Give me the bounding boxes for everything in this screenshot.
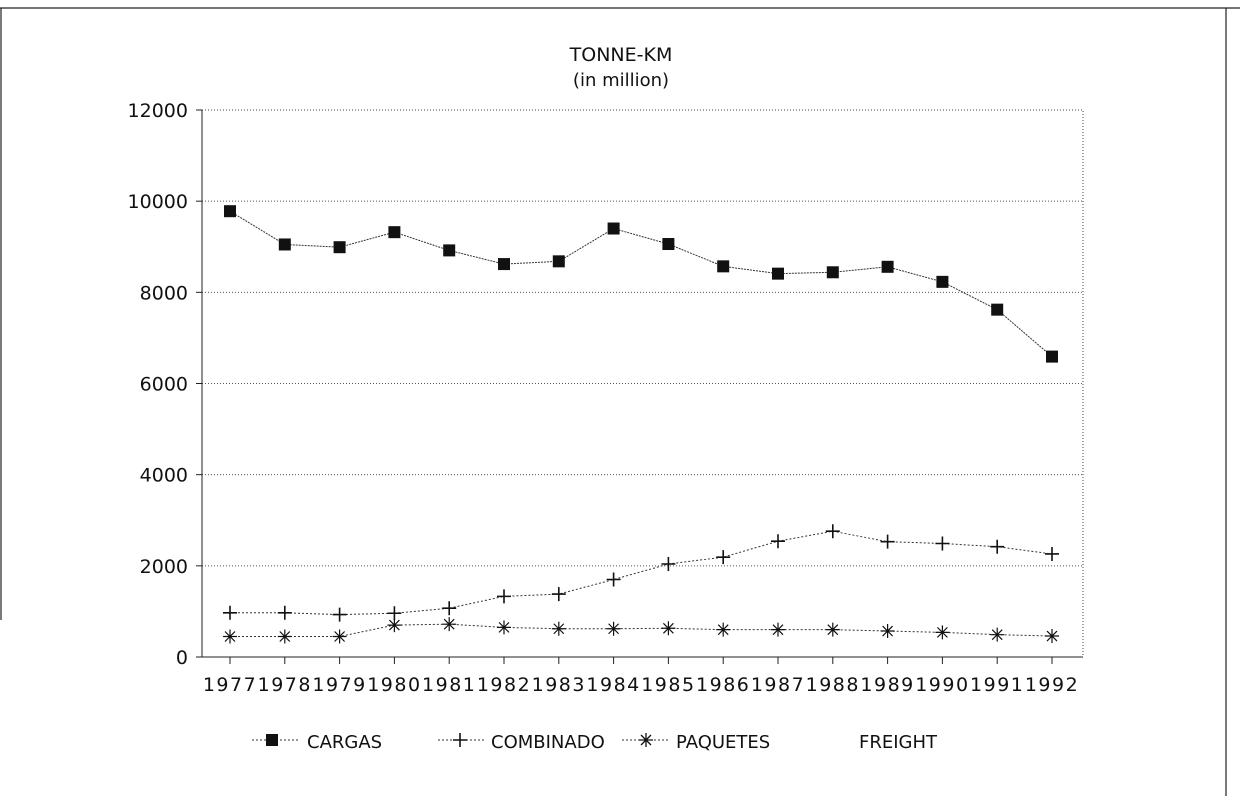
point-paquetes bbox=[990, 627, 1005, 642]
point-cargas bbox=[224, 205, 236, 218]
point-paquetes bbox=[332, 629, 347, 644]
point-cargas bbox=[552, 255, 565, 268]
point-paquetes bbox=[935, 625, 950, 640]
point-cargas bbox=[881, 260, 894, 273]
chart-title: TONNE-KM bbox=[569, 44, 673, 66]
point-paquetes bbox=[497, 620, 511, 635]
point-cargas bbox=[826, 266, 839, 279]
x-tick-label: 1983 bbox=[532, 674, 586, 696]
x-tick-label: 1988 bbox=[806, 674, 860, 696]
grid bbox=[201, 109, 1084, 658]
point-combinado bbox=[387, 606, 402, 621]
point-combinado bbox=[223, 605, 237, 620]
x-tick-label: 1980 bbox=[367, 674, 421, 696]
point-combinado bbox=[277, 605, 292, 620]
point-paquetes bbox=[771, 622, 785, 637]
point-combinado bbox=[825, 524, 840, 539]
x-tick-label: 1977 bbox=[203, 674, 257, 696]
x-tick-label: 1990 bbox=[915, 674, 969, 696]
point-paquetes bbox=[606, 621, 621, 636]
y-tick-label: 12000 bbox=[128, 100, 188, 122]
point-cargas bbox=[772, 267, 784, 280]
point-paquetes bbox=[223, 629, 237, 644]
point-paquetes bbox=[442, 617, 457, 632]
y-tick-label: 10000 bbox=[128, 191, 188, 213]
point-paquetes bbox=[1045, 629, 1059, 644]
x-tick-label: 1978 bbox=[258, 674, 312, 696]
point-cargas bbox=[607, 222, 620, 235]
point-combinado bbox=[606, 572, 621, 587]
point-paquetes bbox=[551, 621, 566, 636]
point-combinado bbox=[442, 601, 457, 616]
y-tick-label: 0 bbox=[176, 647, 188, 669]
x-tick-label: 1982 bbox=[477, 674, 531, 696]
legend: CARGAS COMBINADO PAQUETES FREIGHT bbox=[252, 732, 938, 753]
y-tick-label: 8000 bbox=[140, 282, 188, 304]
y-tick-label: 2000 bbox=[140, 556, 188, 578]
series bbox=[223, 205, 1059, 644]
point-combinado bbox=[497, 589, 511, 604]
point-paquetes bbox=[387, 618, 402, 633]
x-tick-label: 1991 bbox=[970, 674, 1024, 696]
point-combinado bbox=[1045, 546, 1059, 561]
point-combinado bbox=[771, 534, 785, 549]
x-tick-label: 1984 bbox=[586, 674, 640, 696]
point-paquetes bbox=[880, 624, 895, 639]
series-line-paquetes bbox=[230, 623, 1053, 637]
point-cargas bbox=[278, 238, 291, 251]
legend-paquetes-label: PAQUETES bbox=[676, 732, 770, 753]
x-tick-label: 1987 bbox=[751, 674, 805, 696]
x-tick-label: 1981 bbox=[422, 674, 476, 696]
x-tick-label: 1992 bbox=[1025, 674, 1079, 696]
point-paquetes bbox=[716, 622, 731, 637]
point-cargas bbox=[717, 260, 730, 273]
legend-paquetes-asterisk-icon bbox=[639, 733, 653, 747]
x-tick-label: 1985 bbox=[641, 674, 695, 696]
point-cargas bbox=[1046, 350, 1058, 363]
y-tick-label: 4000 bbox=[140, 465, 188, 487]
legend-cargas-label: CARGAS bbox=[307, 732, 382, 753]
point-combinado bbox=[935, 536, 950, 551]
legend-freight-label: FREIGHT bbox=[859, 732, 938, 753]
point-paquetes bbox=[825, 622, 840, 637]
series-line-cargas bbox=[229, 210, 1053, 357]
point-combinado bbox=[332, 607, 347, 622]
point-cargas bbox=[443, 244, 456, 257]
point-combinado bbox=[880, 534, 895, 549]
x-tick-label: 1989 bbox=[860, 674, 914, 696]
point-combinado bbox=[661, 557, 676, 572]
legend-cargas-square-icon bbox=[266, 734, 278, 746]
legend-combinado-label: COMBINADO bbox=[491, 732, 605, 753]
point-cargas bbox=[388, 226, 401, 239]
point-cargas bbox=[662, 238, 675, 251]
y-tick-label: 6000 bbox=[140, 374, 188, 396]
legend-combinado-plus-icon bbox=[453, 733, 467, 747]
point-cargas bbox=[991, 303, 1004, 316]
point-paquetes bbox=[661, 621, 676, 636]
point-paquetes bbox=[277, 629, 292, 644]
chart-subtitle: (in million) bbox=[573, 70, 669, 91]
point-cargas bbox=[936, 275, 949, 288]
x-tick-label: 1979 bbox=[312, 674, 366, 696]
point-combinado bbox=[716, 550, 731, 565]
point-combinado bbox=[551, 587, 566, 602]
x-tick-label: 1986 bbox=[696, 674, 750, 696]
point-cargas bbox=[333, 241, 346, 254]
series-line-combinado bbox=[230, 530, 1053, 616]
point-combinado bbox=[990, 539, 1005, 554]
point-cargas bbox=[498, 258, 510, 271]
